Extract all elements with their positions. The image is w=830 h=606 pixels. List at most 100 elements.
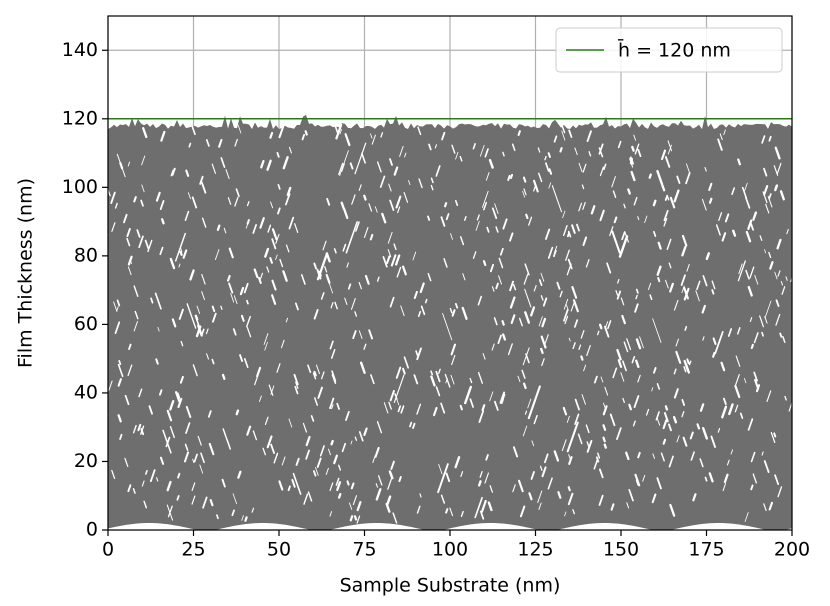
film-void [460, 471, 464, 478]
substrate-bump [108, 523, 792, 530]
film-void [547, 246, 554, 259]
film-void [313, 308, 319, 320]
film-void [622, 397, 625, 404]
film-void [566, 415, 570, 423]
film-void [343, 207, 349, 220]
film-void [254, 375, 259, 386]
film-void [227, 197, 232, 205]
film-void [495, 282, 499, 290]
film-void [668, 455, 674, 468]
film-void [524, 263, 530, 276]
film-void [673, 189, 680, 203]
film-void [502, 333, 507, 341]
film-void [205, 139, 210, 147]
film-void [768, 501, 774, 511]
film-void [271, 279, 277, 291]
film-void [182, 249, 188, 259]
film-void [651, 493, 657, 504]
film-void [635, 338, 642, 350]
film-void [488, 158, 494, 169]
film-void [271, 294, 277, 305]
film-void [445, 472, 451, 483]
x-tick-label: 100 [432, 539, 468, 561]
film-void [440, 494, 446, 504]
film-void [649, 294, 653, 301]
film-void [132, 424, 137, 434]
film-void [478, 410, 485, 423]
film-body [108, 114, 792, 530]
film-void [369, 233, 374, 241]
film-void [275, 254, 278, 260]
film-void [281, 456, 286, 466]
film-void [469, 377, 473, 384]
x-axis-label: Sample Substrate (nm) [340, 575, 561, 597]
film-void [686, 163, 691, 174]
film-void [174, 232, 186, 262]
film-void [454, 456, 461, 469]
film-void [450, 233, 453, 240]
film-void [784, 395, 787, 401]
film-void [528, 492, 533, 501]
film-void [154, 292, 162, 310]
film-void [598, 494, 604, 506]
film-void [305, 435, 311, 447]
film-void [489, 391, 494, 402]
film-void [252, 430, 258, 441]
film-void [200, 181, 207, 194]
film-void [243, 358, 249, 369]
film-void [383, 402, 389, 414]
film-void [370, 133, 373, 139]
film-void [388, 401, 392, 410]
film-void [564, 315, 569, 325]
film-void [559, 290, 563, 298]
legend-label: h̄ = 120 nm [617, 37, 731, 61]
film-void [738, 263, 743, 275]
film-void [562, 224, 568, 237]
film-void [214, 249, 220, 260]
film-void [612, 367, 618, 379]
film-void [134, 310, 139, 320]
film-void [318, 270, 322, 277]
film-void [200, 328, 205, 337]
film-void [666, 195, 670, 201]
film-void [246, 425, 252, 436]
film-void [491, 343, 495, 351]
film-void [235, 409, 240, 416]
film-void [329, 482, 334, 492]
film-void [538, 502, 542, 510]
film-void [501, 393, 506, 403]
film-void [722, 397, 727, 405]
film-void [667, 140, 673, 152]
film-void [656, 477, 662, 490]
film-void [781, 286, 786, 295]
film-void [381, 212, 387, 224]
film-void [630, 170, 636, 182]
film-void [586, 439, 593, 453]
film-void [159, 200, 165, 210]
x-tick-label: 150 [603, 539, 639, 561]
film-void [295, 457, 300, 466]
film-void [754, 275, 759, 285]
film-void [350, 440, 353, 445]
film-void [124, 457, 129, 468]
film-void [328, 448, 331, 456]
film-void [356, 515, 361, 524]
film-void [116, 299, 121, 307]
film-void [218, 138, 223, 148]
film-void [683, 366, 687, 373]
film-void [199, 175, 204, 185]
film-void [387, 231, 393, 244]
film-void [349, 515, 354, 522]
film-void [257, 276, 262, 285]
y-tick-label: 140 [62, 39, 98, 61]
film-void [445, 213, 450, 221]
film-void [403, 356, 410, 369]
film-void [363, 427, 368, 436]
film-void [578, 202, 583, 212]
film-void [315, 467, 319, 476]
film-void [201, 291, 205, 301]
film-void [647, 282, 652, 290]
film-void [602, 436, 606, 443]
film-void [370, 374, 375, 385]
film-void [764, 249, 767, 254]
